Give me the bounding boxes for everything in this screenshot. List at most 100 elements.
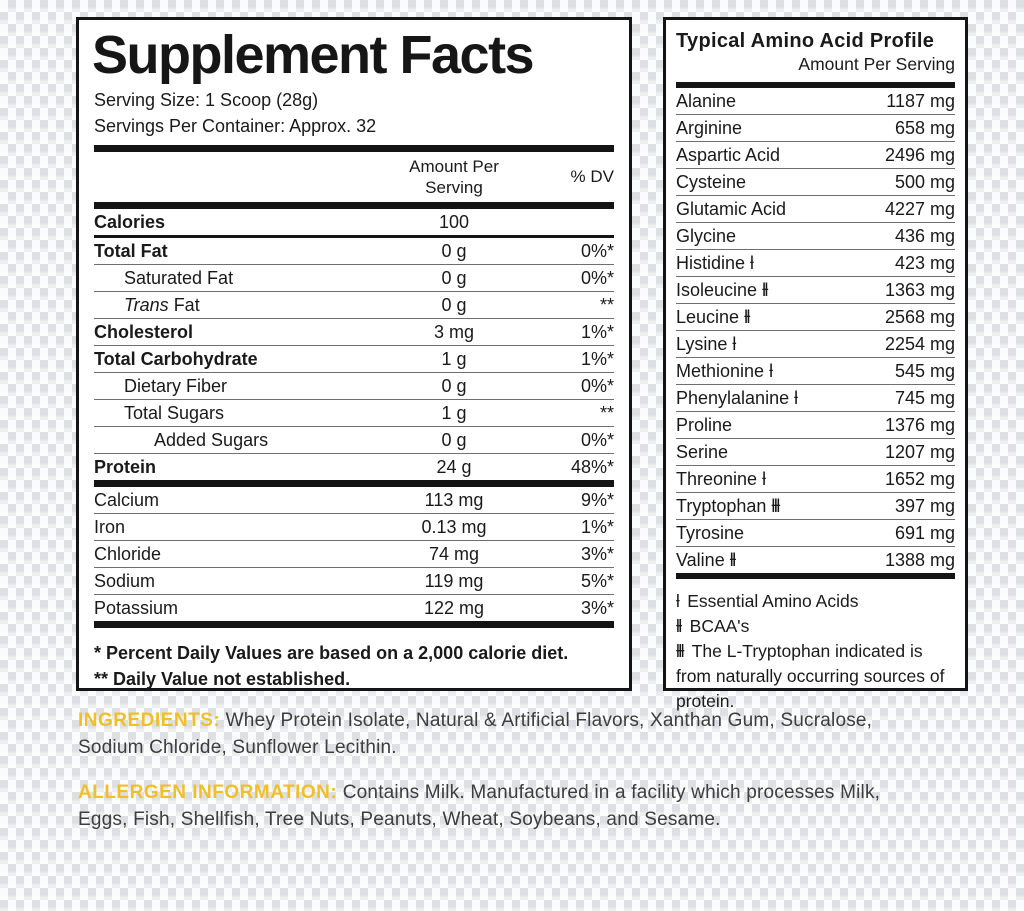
amino-profile-subtitle: Amount Per Serving xyxy=(798,54,955,74)
row-separator xyxy=(94,372,614,374)
nutrient-amount: 113 mg xyxy=(424,489,484,510)
supplement-facts-panel: Supplement Facts Serving Size: 1 Scoop (… xyxy=(76,17,632,691)
amount-header-line1: Amount Per xyxy=(409,157,499,177)
amino-footnote-mark: ƚƚ xyxy=(676,616,682,636)
amino-acid-name: Phenylalanine ƚ xyxy=(676,387,798,408)
amino-footnote: ƚƚƚ The L-Tryptophan indicated is from n… xyxy=(676,641,945,711)
nutrient-dv: 9%* xyxy=(580,489,614,510)
amino-acid-amount: 2254 mg xyxy=(884,333,955,354)
percent-dv-header: % DV xyxy=(570,167,614,187)
amino-acid-row: Leucine ƚƚ 2568 mg xyxy=(676,304,955,330)
amino-acid-row: Lysine ƚ 2254 mg xyxy=(676,331,955,357)
amino-acid-name: Leucine ƚƚ xyxy=(676,306,751,327)
amino-acid-name: Methionine ƚ xyxy=(676,360,773,381)
row-separator xyxy=(676,546,955,547)
amino-acid-name: Tryptophan ƚƚƚ xyxy=(676,495,780,516)
amino-acid-name: Glycine xyxy=(676,225,737,246)
row-separator xyxy=(676,195,955,196)
allergen-paragraph: ALLERGEN INFORMATION: Contains Milk. Man… xyxy=(78,779,930,833)
nutrition-row: Chloride 74 mg 3%* xyxy=(94,541,614,567)
amino-acid-row: Methionine ƚ 545 mg xyxy=(676,358,955,384)
nutrition-row: Total Sugars 1 g ** xyxy=(94,400,614,426)
nutrient-amount: 119 mg xyxy=(424,570,484,591)
nutrient-name: Saturated Fat xyxy=(124,267,234,288)
row-separator xyxy=(94,540,614,542)
nutrition-row: Added Sugars 0 g 0%* xyxy=(94,427,614,453)
amino-footnotes: ƚ Essential Amino Acids ƚƚ BCAA's ƚƚƚ The … xyxy=(676,589,955,714)
amino-acid-mark: ƚ xyxy=(762,468,766,489)
nutrition-row: Dietary Fiber 0 g 0%* xyxy=(94,373,614,399)
mineral-rows: Calcium 113 mg 9%* Iron 0.13 mg 1%* Chloride 74… xyxy=(94,487,614,621)
amino-acid-rows: Alanine 1187 mg Arginine 658 mg Aspartic Aci… xyxy=(676,88,955,573)
nutrient-dv: 1%* xyxy=(580,348,614,369)
amino-acid-amount: 4227 mg xyxy=(884,198,955,219)
row-separator xyxy=(94,318,614,320)
amino-acid-mark: ƚƚƚ xyxy=(771,495,780,516)
nutrient-name: Trans Fat xyxy=(124,294,200,315)
amino-acid-name: Arginine xyxy=(676,117,743,138)
row-separator xyxy=(94,426,614,428)
amino-acid-amount: 1388 mg xyxy=(884,549,955,570)
amino-footnote-mark: ƚ xyxy=(676,591,680,611)
row-separator xyxy=(676,303,955,304)
amino-footnote: ƚ Essential Amino Acids xyxy=(676,591,859,611)
servings-per-container: Servings Per Container: Approx. 32 xyxy=(94,116,377,137)
nutrient-amount: 0 g xyxy=(441,267,467,288)
divider-bar xyxy=(94,480,614,488)
nutrient-dv: 0%* xyxy=(580,267,614,288)
ingredients-paragraph: INGREDIENTS: Whey Protein Isolate, Natur… xyxy=(78,707,930,761)
nutrition-row: Trans Fat 0 g ** xyxy=(94,292,614,318)
nutrient-name: Total Fat xyxy=(94,240,168,261)
amount-per-serving-header: Amount Per Serving xyxy=(384,156,524,199)
row-separator xyxy=(676,141,955,142)
column-header: Amount Per Serving % DV xyxy=(94,152,614,202)
amino-acid-row: Valine ƚƚ 1388 mg xyxy=(676,547,955,573)
nutrient-amount: 0 g xyxy=(441,240,467,261)
nutrition-row: Iron 0.13 mg 1%* xyxy=(94,514,614,540)
amino-acid-amount: 2496 mg xyxy=(884,144,955,165)
nutrient-dv: 3%* xyxy=(580,543,614,564)
amino-acid-amount: 545 mg xyxy=(894,360,955,381)
amino-acid-name: Histidine ƚ xyxy=(676,252,754,273)
row-separator xyxy=(94,264,614,266)
nutrient-name: Protein xyxy=(94,456,157,477)
nutrient-dv: 5%* xyxy=(580,570,614,591)
row-separator xyxy=(676,357,955,358)
nutrient-name: Potassium xyxy=(94,597,179,618)
nutrient-amount: 0 g xyxy=(441,375,467,396)
nutrient-name: Calcium xyxy=(94,489,160,510)
amino-profile-title: Typical Amino Acid Profile xyxy=(676,30,935,52)
amino-acid-row: Serine 1207 mg xyxy=(676,439,955,465)
amino-acid-amount: 1376 mg xyxy=(884,414,955,435)
divider-bar xyxy=(676,82,955,88)
footnote-dv-not-established: ** Daily Value not established. xyxy=(94,669,351,690)
amino-acid-name: Valine ƚƚ xyxy=(676,549,736,570)
amino-acid-name: Aspartic Acid xyxy=(676,144,781,165)
nutrient-amount: 74 mg xyxy=(428,543,480,564)
amino-acid-amount: 1363 mg xyxy=(884,279,955,300)
amino-acid-row: Isoleucine ƚƚ 1363 mg xyxy=(676,277,955,303)
row-separator xyxy=(676,114,955,115)
row-separator xyxy=(676,465,955,466)
nutrient-amount: 0.13 mg xyxy=(421,516,487,537)
nutrient-amount: 3 mg xyxy=(433,321,475,342)
nutrient-name: Chloride xyxy=(94,543,162,564)
nutrient-name: Dietary Fiber xyxy=(124,375,228,396)
amino-acid-amount: 2568 mg xyxy=(884,306,955,327)
row-separator xyxy=(676,411,955,412)
nutrient-dv: 0%* xyxy=(580,375,614,396)
amino-acid-name: Threonine ƚ xyxy=(676,468,766,489)
amino-acid-name: Proline xyxy=(676,414,733,435)
nutrient-name: Calories xyxy=(94,211,166,232)
amino-acid-amount: 1207 mg xyxy=(884,441,955,462)
amino-acid-amount: 658 mg xyxy=(894,117,955,138)
allergen-label: ALLERGEN INFORMATION: xyxy=(78,782,338,803)
nutrient-dv: 48%* xyxy=(570,456,614,477)
amino-acid-row: Glycine 436 mg xyxy=(676,223,955,249)
amino-acid-name: Serine xyxy=(676,441,729,462)
row-separator xyxy=(94,453,614,455)
nutrient-amount: 1 g xyxy=(441,348,467,369)
nutrition-row: Protein 24 g 48%* xyxy=(94,454,614,480)
amino-acid-mark: ƚƚ xyxy=(744,306,751,327)
